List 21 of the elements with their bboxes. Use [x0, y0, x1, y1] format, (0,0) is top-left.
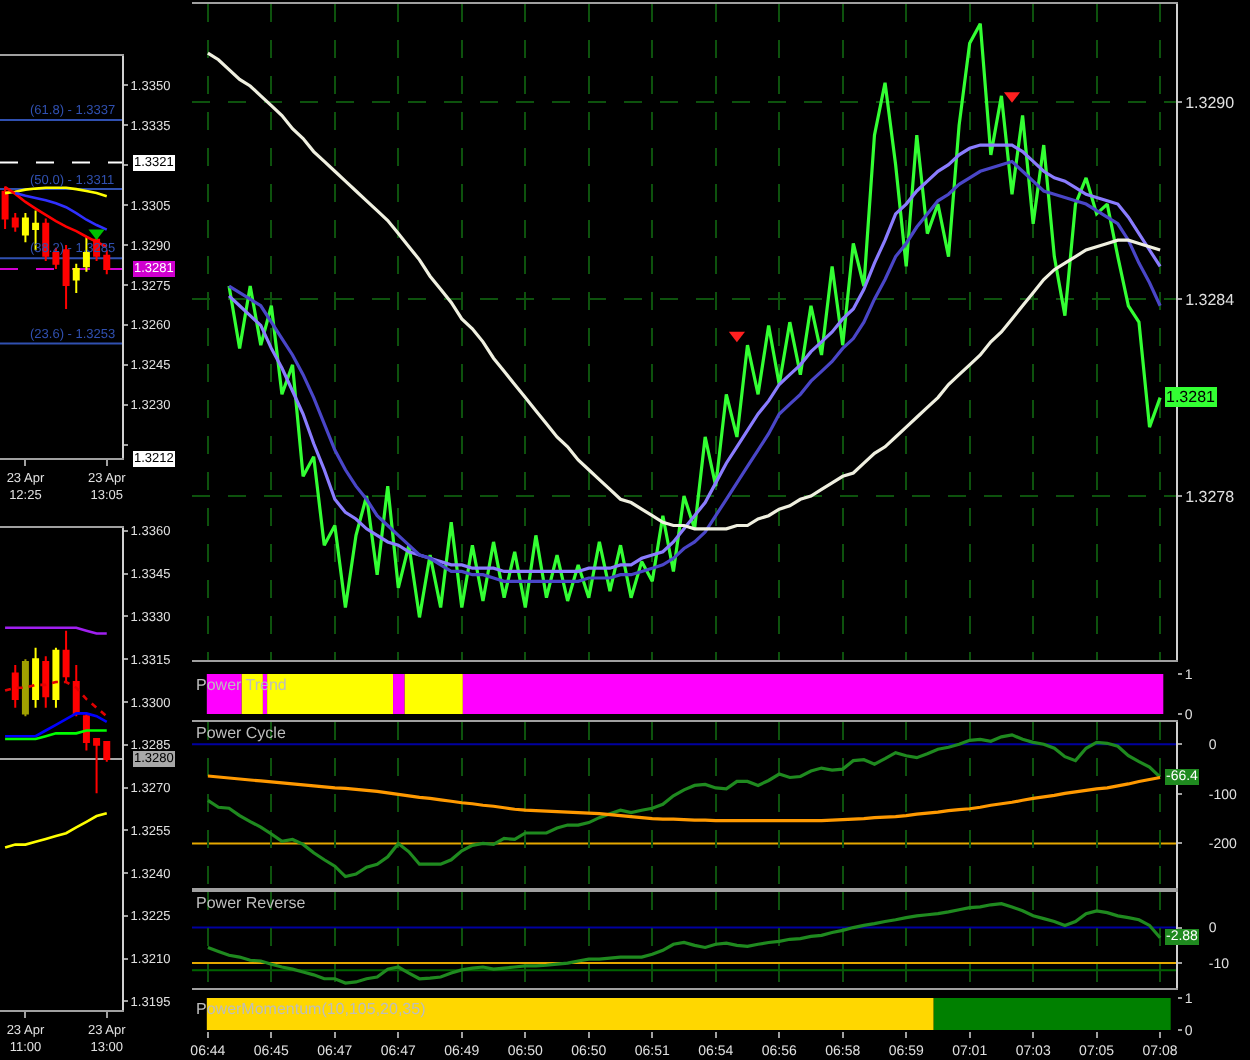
data-label: 1.3281 — [1166, 388, 1217, 406]
candlestick — [72, 262, 80, 294]
candlestick — [62, 244, 70, 310]
candlestick — [42, 655, 50, 709]
candlestick — [52, 646, 60, 709]
candlestick — [21, 658, 29, 718]
line-series — [227, 22, 1162, 619]
line-series — [3, 712, 109, 738]
line-series — [206, 51, 1162, 531]
line-series — [206, 774, 1162, 823]
y-tick-label: 1.3290 — [1185, 94, 1236, 112]
y-tick-label: 1.3284 — [1185, 290, 1236, 309]
line-series — [3, 811, 109, 849]
candlestick — [62, 629, 70, 684]
y-tick-label: 1.3278 — [1185, 487, 1236, 506]
line-series — [3, 680, 109, 718]
candlestick — [72, 663, 80, 718]
candlestick — [11, 663, 19, 709]
chart-title: Power Cycle — [196, 724, 287, 742]
candlestick — [32, 646, 40, 709]
chart-title: Power Reverse — [196, 894, 307, 912]
